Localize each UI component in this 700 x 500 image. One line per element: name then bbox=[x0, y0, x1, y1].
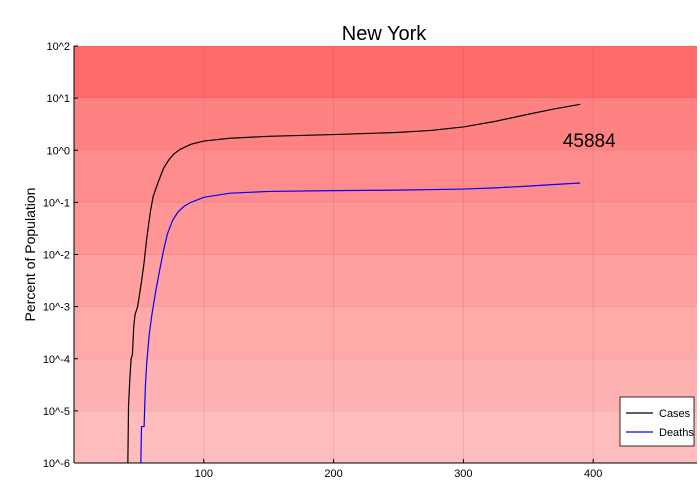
series-line-deaths bbox=[140, 182, 581, 464]
y-axis-ticks: 10^-6 10^-5 10^-4 10^-3 10^-2 10^-1 10^0 10^1 10… bbox=[43, 41, 78, 470]
background-band bbox=[74, 46, 697, 99]
legend-box bbox=[619, 396, 695, 447]
y-tick-label: 10^1 bbox=[46, 93, 70, 105]
background-band bbox=[74, 202, 697, 255]
background-band bbox=[74, 306, 697, 359]
x-tick-label: 300 bbox=[454, 468, 472, 480]
y-axis-label: Percent of Population bbox=[22, 188, 38, 322]
y-tick-label: 10^-5 bbox=[43, 406, 70, 418]
y-tick-label: 10^0 bbox=[46, 145, 70, 157]
y-tick-label: 10^-1 bbox=[43, 197, 70, 209]
x-tick-label: 400 bbox=[584, 468, 602, 480]
background-band bbox=[74, 98, 697, 151]
y-tick-label: 10^-3 bbox=[43, 302, 70, 314]
x-tick-label: 100 bbox=[195, 468, 213, 480]
legend-label-cases: Cases bbox=[659, 408, 691, 420]
background-bands bbox=[74, 46, 697, 463]
x-tick-label: 200 bbox=[324, 468, 342, 480]
series-lines bbox=[127, 103, 581, 464]
y-tick-label: 10^-6 bbox=[43, 458, 70, 470]
background-band bbox=[74, 254, 697, 307]
series-line-cases bbox=[127, 103, 581, 464]
annotation-label: 45884 bbox=[563, 131, 616, 152]
legend-label-deaths: Deaths bbox=[659, 427, 694, 439]
chart-title: New York bbox=[342, 23, 427, 45]
legend: Cases Deaths bbox=[619, 396, 695, 447]
background-band bbox=[74, 410, 697, 463]
x-axis-ticks: 100 200 300 400 bbox=[195, 459, 602, 480]
y-tick-label: 10^-4 bbox=[43, 354, 70, 366]
y-tick-label: 10^2 bbox=[46, 41, 70, 53]
background-band bbox=[74, 150, 697, 203]
background-band bbox=[74, 358, 697, 411]
y-tick-label: 10^-2 bbox=[43, 250, 70, 262]
